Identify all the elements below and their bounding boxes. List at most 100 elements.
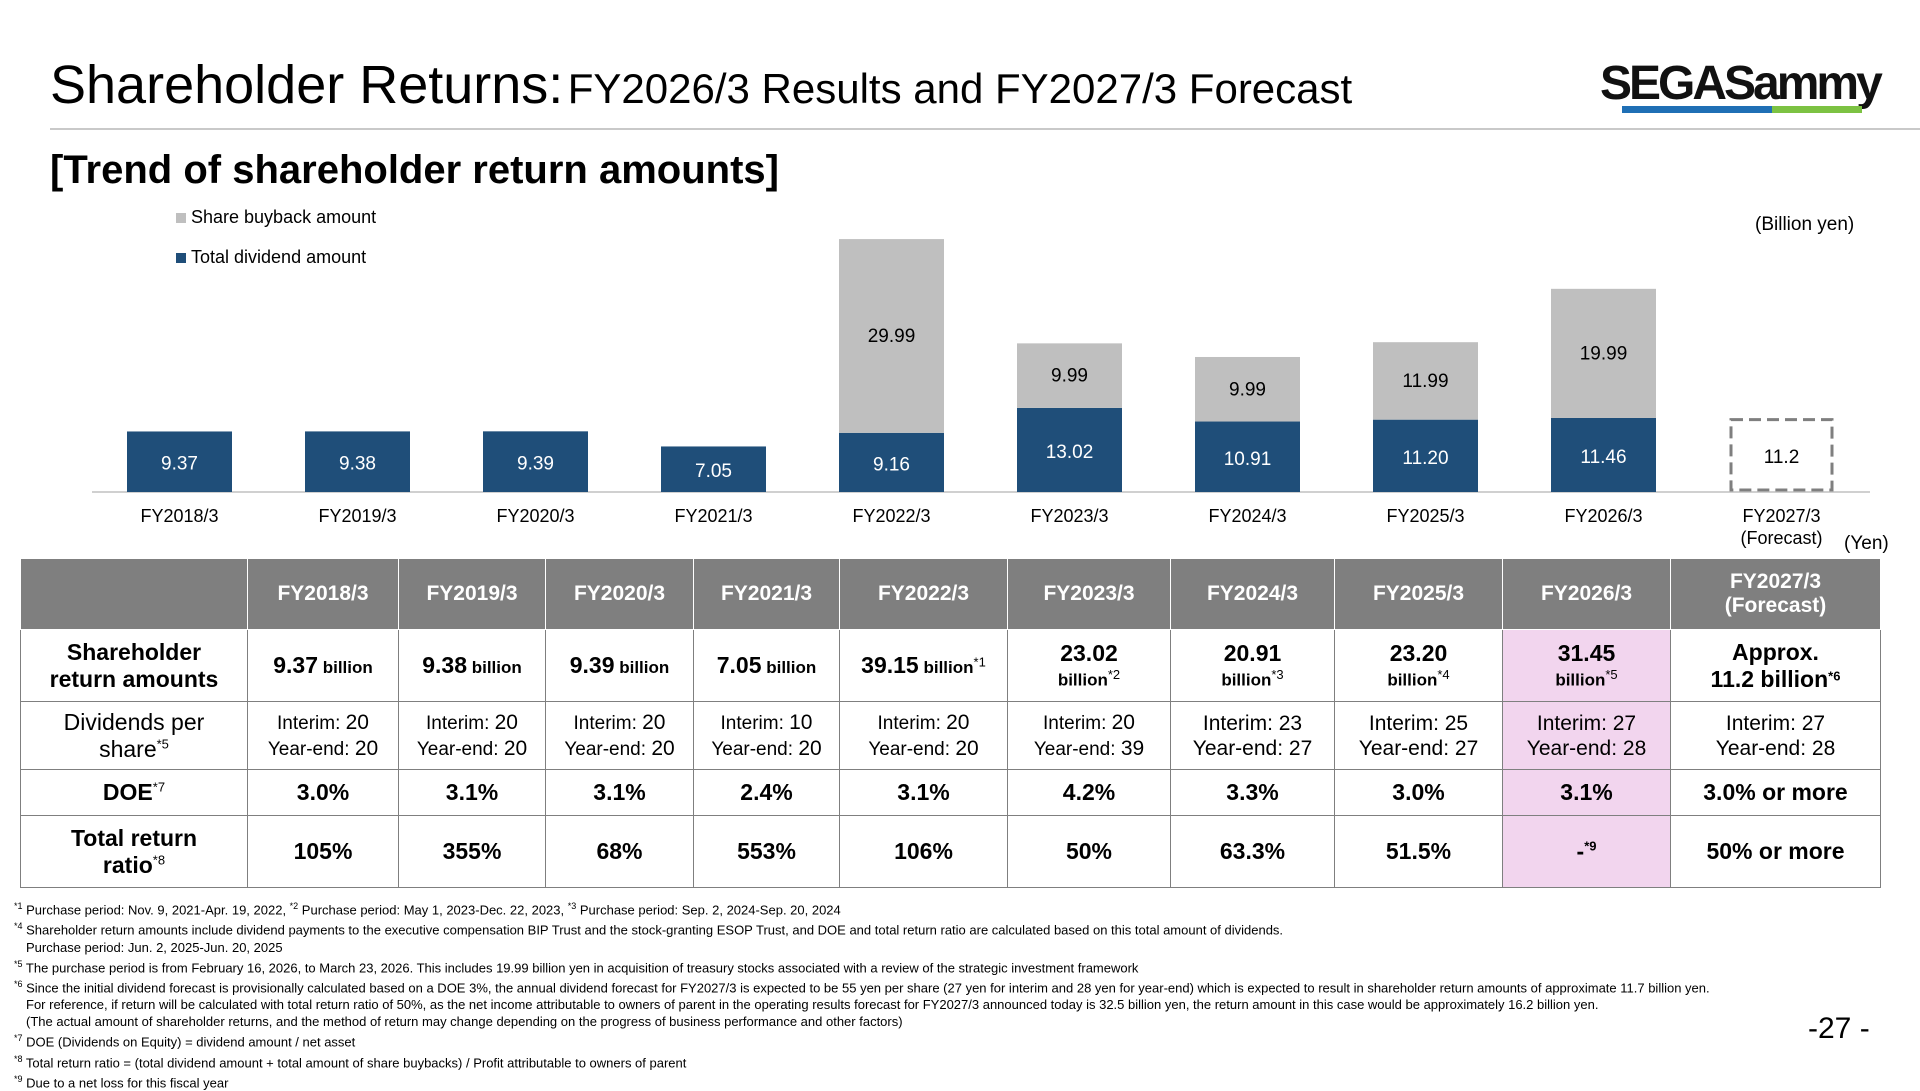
header-cell: FY2019/3	[398, 558, 546, 630]
footnotes: *1 Purchase period: Nov. 9, 2021-Apr. 19…	[14, 898, 1894, 1091]
data-label: 9.16	[873, 454, 910, 475]
logo-green-bar	[1772, 106, 1862, 113]
dividend-bar	[1551, 417, 1656, 492]
title-sub: FY2026/3 Results and FY2027/3 Forecast	[567, 65, 1353, 112]
header-cell: FY2024/3	[1170, 558, 1335, 630]
return-amount-cell: 7.05 billion	[693, 629, 840, 702]
data-label: 9.38	[339, 454, 376, 475]
return-ratio-cell: 50%	[1007, 815, 1171, 888]
dividend-bar	[1373, 419, 1478, 492]
return-ratio-cell-highlight: -*9	[1502, 815, 1671, 888]
data-label: 11.46	[1580, 447, 1626, 468]
data-label: 29.99	[868, 326, 916, 347]
return-amount-cell-forecast: Approx. 11.2 billion*6	[1670, 629, 1881, 702]
dividend-cell-highlight: Interim: 27 Year-end: 28	[1502, 701, 1671, 770]
data-label: 11.20	[1402, 448, 1448, 469]
table-corner-cell	[20, 558, 248, 630]
section-title: [Trend of shareholder return amounts]	[50, 148, 779, 192]
x-tick-label: FY2026/3	[1564, 506, 1642, 526]
dividend-bar	[483, 431, 588, 492]
doe-cell: 3.0%	[1334, 769, 1503, 816]
dividend-bar	[839, 432, 944, 492]
header-cell: FY2026/3	[1502, 558, 1671, 630]
header-cell-forecast: FY2027/3 (Forecast)	[1670, 558, 1881, 630]
table-unit-label: (Yen)	[1844, 533, 1889, 554]
doe-cell: 3.1%	[545, 769, 694, 816]
buyback-bar	[1195, 356, 1300, 422]
doe-cell: 3.1%	[839, 769, 1008, 816]
data-label: 9.37	[161, 454, 198, 475]
data-label: 13.02	[1046, 442, 1094, 463]
x-tick-label: FY2021/3	[674, 506, 752, 526]
legend-swatch	[176, 213, 186, 223]
title-divider	[50, 128, 1920, 130]
dividend-cell: Interim: 20 Year-end: 20	[398, 701, 546, 770]
data-label: 9.39	[517, 454, 554, 475]
dividend-cell: Interim: 20 Year-end: 20	[839, 701, 1008, 770]
dividend-cell-forecast: Interim: 27 Year-end: 28	[1670, 701, 1881, 770]
dividend-cell: Interim: 23 Year-end: 27	[1170, 701, 1335, 770]
legend-label: Total dividend amount	[191, 247, 366, 267]
dividend-cell: Interim: 20 Year-end: 20	[247, 701, 399, 770]
doe-cell: 4.2%	[1007, 769, 1171, 816]
dividend-bar	[1017, 407, 1122, 492]
stacked-bar-chart: Share buyback amount Total dividend amoun…	[92, 207, 1870, 548]
doe-cell: 3.1%	[398, 769, 546, 816]
return-ratio-cell: 106%	[839, 815, 1008, 888]
slide-title: Shareholder Returns: FY2026/3 Results an…	[50, 54, 1352, 116]
dividend-cell: Interim: 20 Year-end: 20	[545, 701, 694, 770]
buyback-bar	[1373, 342, 1478, 420]
row-label-total-return: Total return ratio*8	[20, 815, 248, 888]
header-cell: FY2020/3	[545, 558, 694, 630]
footnote-line: *4 Shareholder return amounts include di…	[14, 921, 1284, 938]
footnote-line: Purchase period: Jun. 2, 2025-Jun. 20, 2…	[26, 939, 283, 955]
legend-swatch	[176, 253, 186, 263]
buyback-bar	[1017, 343, 1122, 408]
header-cell: FY2022/3	[839, 558, 1008, 630]
row-label-doe: DOE*7	[20, 769, 248, 816]
dividend-bar	[661, 446, 766, 492]
row-return-amounts: Shareholder return amounts 9.37 billion 9…	[20, 629, 1881, 702]
return-ratio-cell: 68%	[545, 815, 694, 888]
header-cell: FY2018/3	[247, 558, 399, 630]
title-main: Shareholder Returns:	[50, 55, 564, 115]
return-ratio-cell: 63.3%	[1170, 815, 1335, 888]
x-tick-label: FY2027/3	[1742, 506, 1820, 526]
doe-cell: 3.3%	[1170, 769, 1335, 816]
logo-blue-bar	[1622, 106, 1772, 113]
x-tick-sublabel: (Forecast)	[1740, 528, 1822, 548]
return-amount-cell: 9.37 billion	[247, 629, 399, 702]
row-dividends: Dividends per share*5 Interim: 20 Year-end…	[20, 701, 1881, 770]
doe-cell: 2.4%	[693, 769, 840, 816]
footnote-line: *9 Due to a net loss for this fiscal yea…	[14, 1073, 229, 1091]
doe-cell: 3.0%	[247, 769, 399, 816]
data-label: 19.99	[1580, 343, 1628, 364]
shareholder-return-table: FY2018/3 FY2019/3 FY2020/3 FY2021/3 FY20…	[20, 558, 1881, 888]
return-amount-cell: 9.39 billion	[545, 629, 694, 702]
forecast-bar	[1729, 418, 1834, 492]
data-label: 7.05	[695, 461, 732, 482]
doe-cell-forecast: 3.0% or more	[1670, 769, 1881, 816]
company-logo: SEGASammy	[1600, 60, 1883, 118]
chart-unit-label: (Billion yen)	[1755, 214, 1855, 235]
dividend-bar	[305, 431, 410, 492]
return-amount-cell: 23.20 billion*4	[1334, 629, 1503, 702]
page-number: -27 -	[1808, 1012, 1870, 1045]
row-label-return-amounts: Shareholder return amounts	[20, 629, 248, 702]
x-tick-label: FY2024/3	[1208, 506, 1286, 526]
data-label: 11.99	[1402, 371, 1448, 392]
row-total-return-ratio: Total return ratio*8 105% 355% 68% 553% 1…	[20, 815, 1881, 888]
data-label: 11.2	[1764, 447, 1800, 468]
footnote-line: *6 Since the initial dividend forecast i…	[14, 978, 1710, 996]
return-amount-cell-highlight: 31.45 billion*5	[1502, 629, 1671, 702]
header-cell: FY2025/3	[1334, 558, 1503, 630]
table-header-row: FY2018/3 FY2019/3 FY2020/3 FY2021/3 FY20…	[20, 558, 1881, 630]
return-amount-cell: 20.91 billion*3	[1170, 629, 1335, 702]
dividend-cell: Interim: 25 Year-end: 27	[1334, 701, 1503, 770]
header-cell: FY2021/3	[693, 558, 840, 630]
footnote-line: *1 Purchase period: Nov. 9, 2021-Apr. 19…	[14, 901, 841, 918]
buyback-bar	[839, 239, 944, 433]
doe-cell-highlight: 3.1%	[1502, 769, 1671, 816]
x-tick-label: FY2019/3	[318, 506, 396, 526]
row-label-dividends: Dividends per share*5	[20, 701, 248, 770]
